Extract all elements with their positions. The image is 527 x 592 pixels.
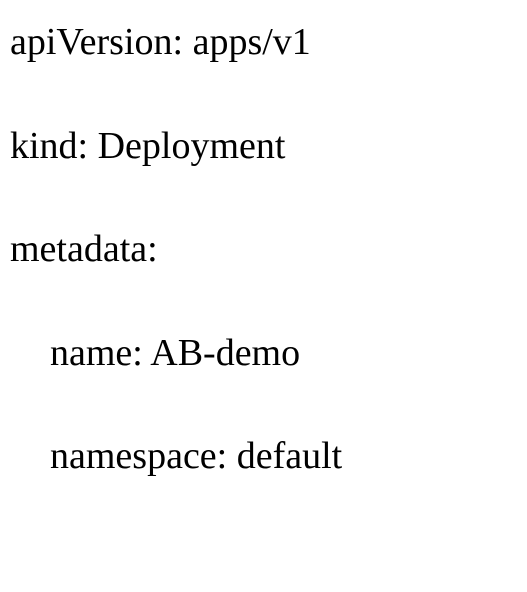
yaml-line-name: name: AB-demo: [10, 331, 517, 377]
yaml-line-kind: kind: Deployment: [10, 124, 517, 170]
yaml-line-namespace: namespace: default: [10, 434, 517, 480]
yaml-line-metadata: metadata:: [10, 227, 517, 273]
yaml-line-apiversion: apiVersion: apps/v1: [10, 20, 517, 66]
